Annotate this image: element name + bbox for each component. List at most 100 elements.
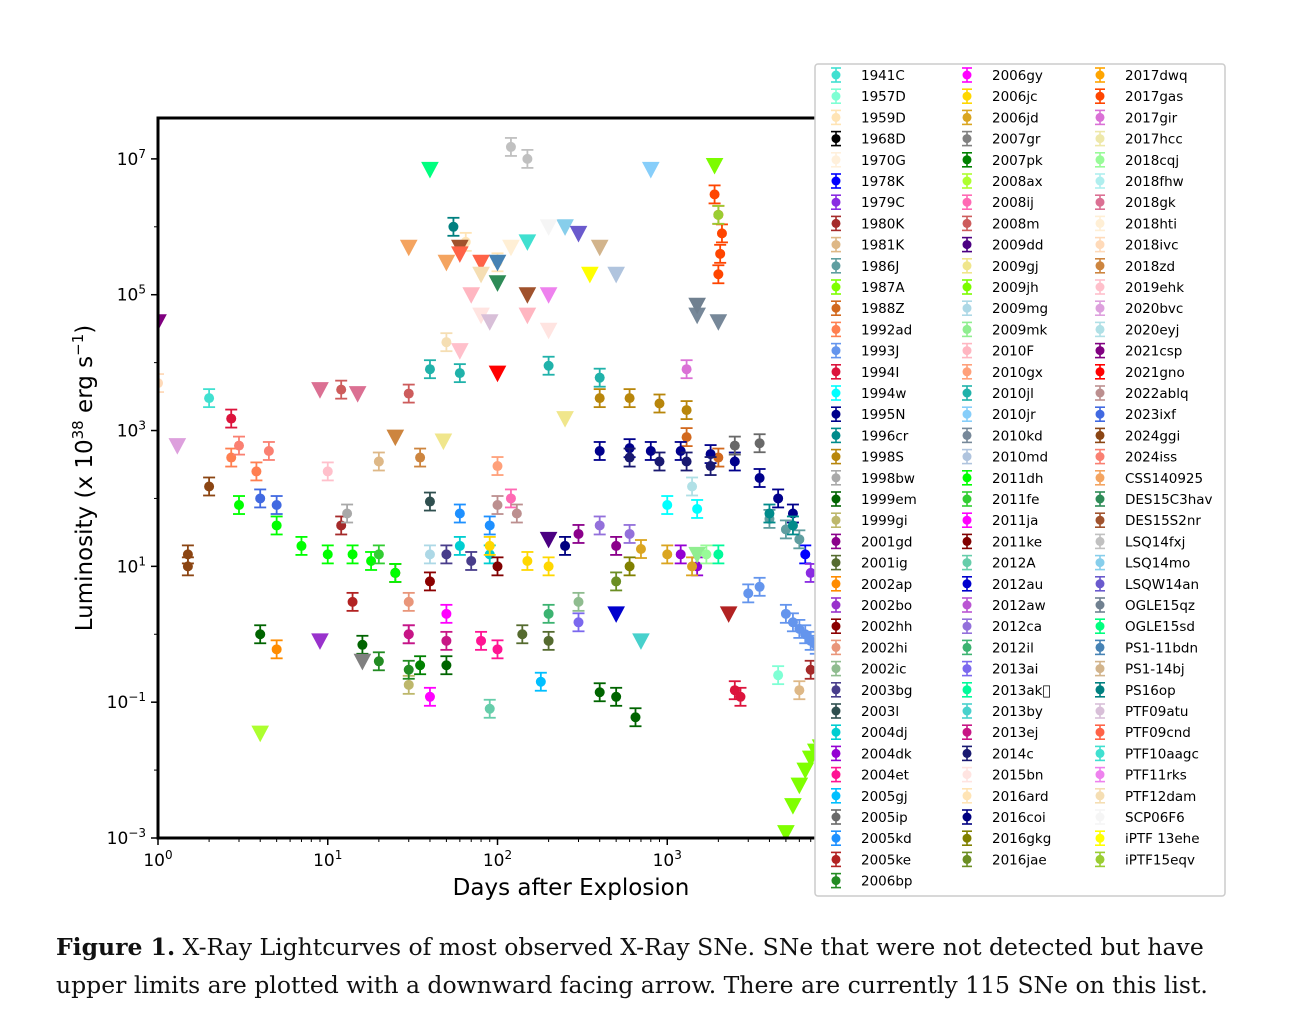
legend-entry-2016coi: 2016coi	[962, 809, 1046, 826]
upper-limit-marker	[488, 275, 507, 292]
legend: 1941C 1957D 1959D 1968D 1970G 1978K 1979C 1980K…	[814, 63, 1226, 897]
legend-label: OGLE15qz	[1125, 598, 1195, 614]
legend-entry-scp06f6: SCP06F6	[1095, 809, 1185, 826]
data-point-2001ig	[542, 630, 555, 651]
legend-marker	[962, 197, 972, 207]
detection-marker	[543, 608, 554, 619]
detection-marker	[492, 461, 503, 472]
data-point-1987a	[777, 825, 795, 838]
legend-marker	[1095, 600, 1105, 610]
detection-marker	[424, 364, 435, 375]
detection-marker	[662, 500, 673, 511]
legend-entry-des15s2nr: DES15S2nr	[1095, 512, 1201, 529]
detection-marker	[692, 503, 703, 514]
data-point-2004et	[475, 630, 488, 651]
data-point-2010jl	[593, 367, 606, 388]
x-axis: 100101102103104	[143, 838, 919, 871]
legend-label: 2014c	[992, 746, 1034, 762]
data-point-2017gas	[708, 184, 721, 205]
legend-marker	[831, 600, 841, 610]
detection-marker	[805, 567, 816, 578]
upper-limit-marker	[251, 725, 270, 743]
legend-entry-1998bw: 1998bw	[831, 469, 915, 487]
legend-entry-1995n: 1995N	[831, 406, 905, 423]
detection-marker	[373, 456, 384, 467]
upper-limit-marker	[451, 246, 469, 263]
legend-label: 2002bo	[861, 598, 912, 614]
data-point-2001gd	[572, 524, 585, 544]
data-point-2017gas	[712, 264, 725, 285]
legend-entry-lsq14mo: LSQ14mo	[1095, 554, 1190, 572]
legend-entry-2006gy: 2006gy	[962, 67, 1043, 84]
legend-marker	[962, 854, 972, 864]
detection-marker	[255, 493, 266, 504]
data-point-1998bw	[341, 503, 354, 524]
detection-marker	[204, 393, 215, 404]
legend-label: 2012ca	[992, 619, 1042, 635]
legend-marker	[831, 218, 841, 228]
detection-marker	[794, 534, 805, 545]
data-point-2024ggi	[181, 556, 194, 577]
legend-entry-2023ixf: 2023ixf	[1095, 406, 1177, 423]
legend-marker	[1095, 833, 1105, 843]
detection-marker	[675, 549, 686, 560]
detection-marker	[715, 248, 726, 259]
legend-marker	[831, 197, 841, 207]
legend-marker	[1095, 452, 1105, 462]
detection-marker	[713, 549, 724, 560]
data-point-2010gx	[491, 456, 504, 476]
data-point-1999em	[440, 655, 453, 676]
upper-limit-marker	[502, 239, 520, 257]
detection-marker	[233, 440, 244, 451]
legend-label: 1986J	[861, 259, 899, 275]
data-point-ptf09cnd	[472, 254, 490, 272]
data-point-2010jl	[542, 355, 555, 376]
data-point-2010f	[462, 287, 481, 304]
detection-marker	[624, 561, 635, 572]
legend-marker	[831, 558, 841, 568]
legend-label: 1993J	[861, 344, 899, 360]
legend-marker	[1095, 70, 1105, 80]
legend-entry-2005ke: 2005ke	[831, 851, 911, 868]
legend-marker	[962, 240, 972, 250]
legend-label: 2003bg	[861, 683, 913, 699]
legend-entry-2024ggi: 2024ggi	[1095, 427, 1180, 444]
detection-marker	[296, 540, 307, 551]
legend-label: 1979C	[861, 195, 905, 211]
detection-marker	[366, 555, 377, 566]
legend-label: 2017hcc	[1125, 132, 1183, 148]
legend-marker	[831, 303, 841, 313]
detection-marker	[573, 528, 584, 539]
detection-marker	[182, 561, 193, 572]
data-point-2023ixf	[254, 488, 267, 509]
detection-marker	[347, 596, 358, 607]
legend-marker	[1095, 812, 1105, 822]
legend-entry-2010gx: 2010gx	[962, 363, 1043, 381]
legend-marker	[962, 833, 972, 843]
detection-marker	[594, 445, 605, 456]
data-point-ogle15qz	[688, 297, 706, 315]
legend-marker	[1095, 409, 1105, 419]
legend-marker	[831, 346, 841, 356]
detection-marker	[681, 456, 692, 467]
legend-label: 2023ixf	[1125, 407, 1177, 423]
detection-marker	[522, 555, 533, 566]
detection-marker	[662, 549, 673, 560]
legend-entry-2018gk: 2018gk	[1095, 194, 1176, 211]
data-point-2010kd	[709, 314, 728, 331]
data-point-1941c	[203, 388, 216, 409]
detection-marker	[492, 500, 503, 511]
data-point-2005gj	[534, 671, 547, 692]
detection-marker	[709, 189, 720, 200]
data-point-iptf15eqv	[712, 204, 725, 225]
legend-label: 2017dwq	[1125, 68, 1188, 84]
legend-label: 2024iss	[1125, 450, 1177, 466]
data-point-2001ig	[516, 624, 529, 645]
detection-marker	[787, 520, 798, 531]
upper-limit-marker	[607, 606, 625, 623]
data-point-2005ke	[346, 591, 359, 612]
data-point-lsq14fxj	[504, 137, 517, 157]
detection-marker	[681, 432, 692, 443]
data-point-1999em	[593, 682, 606, 703]
data-point-2015bn	[539, 322, 558, 340]
